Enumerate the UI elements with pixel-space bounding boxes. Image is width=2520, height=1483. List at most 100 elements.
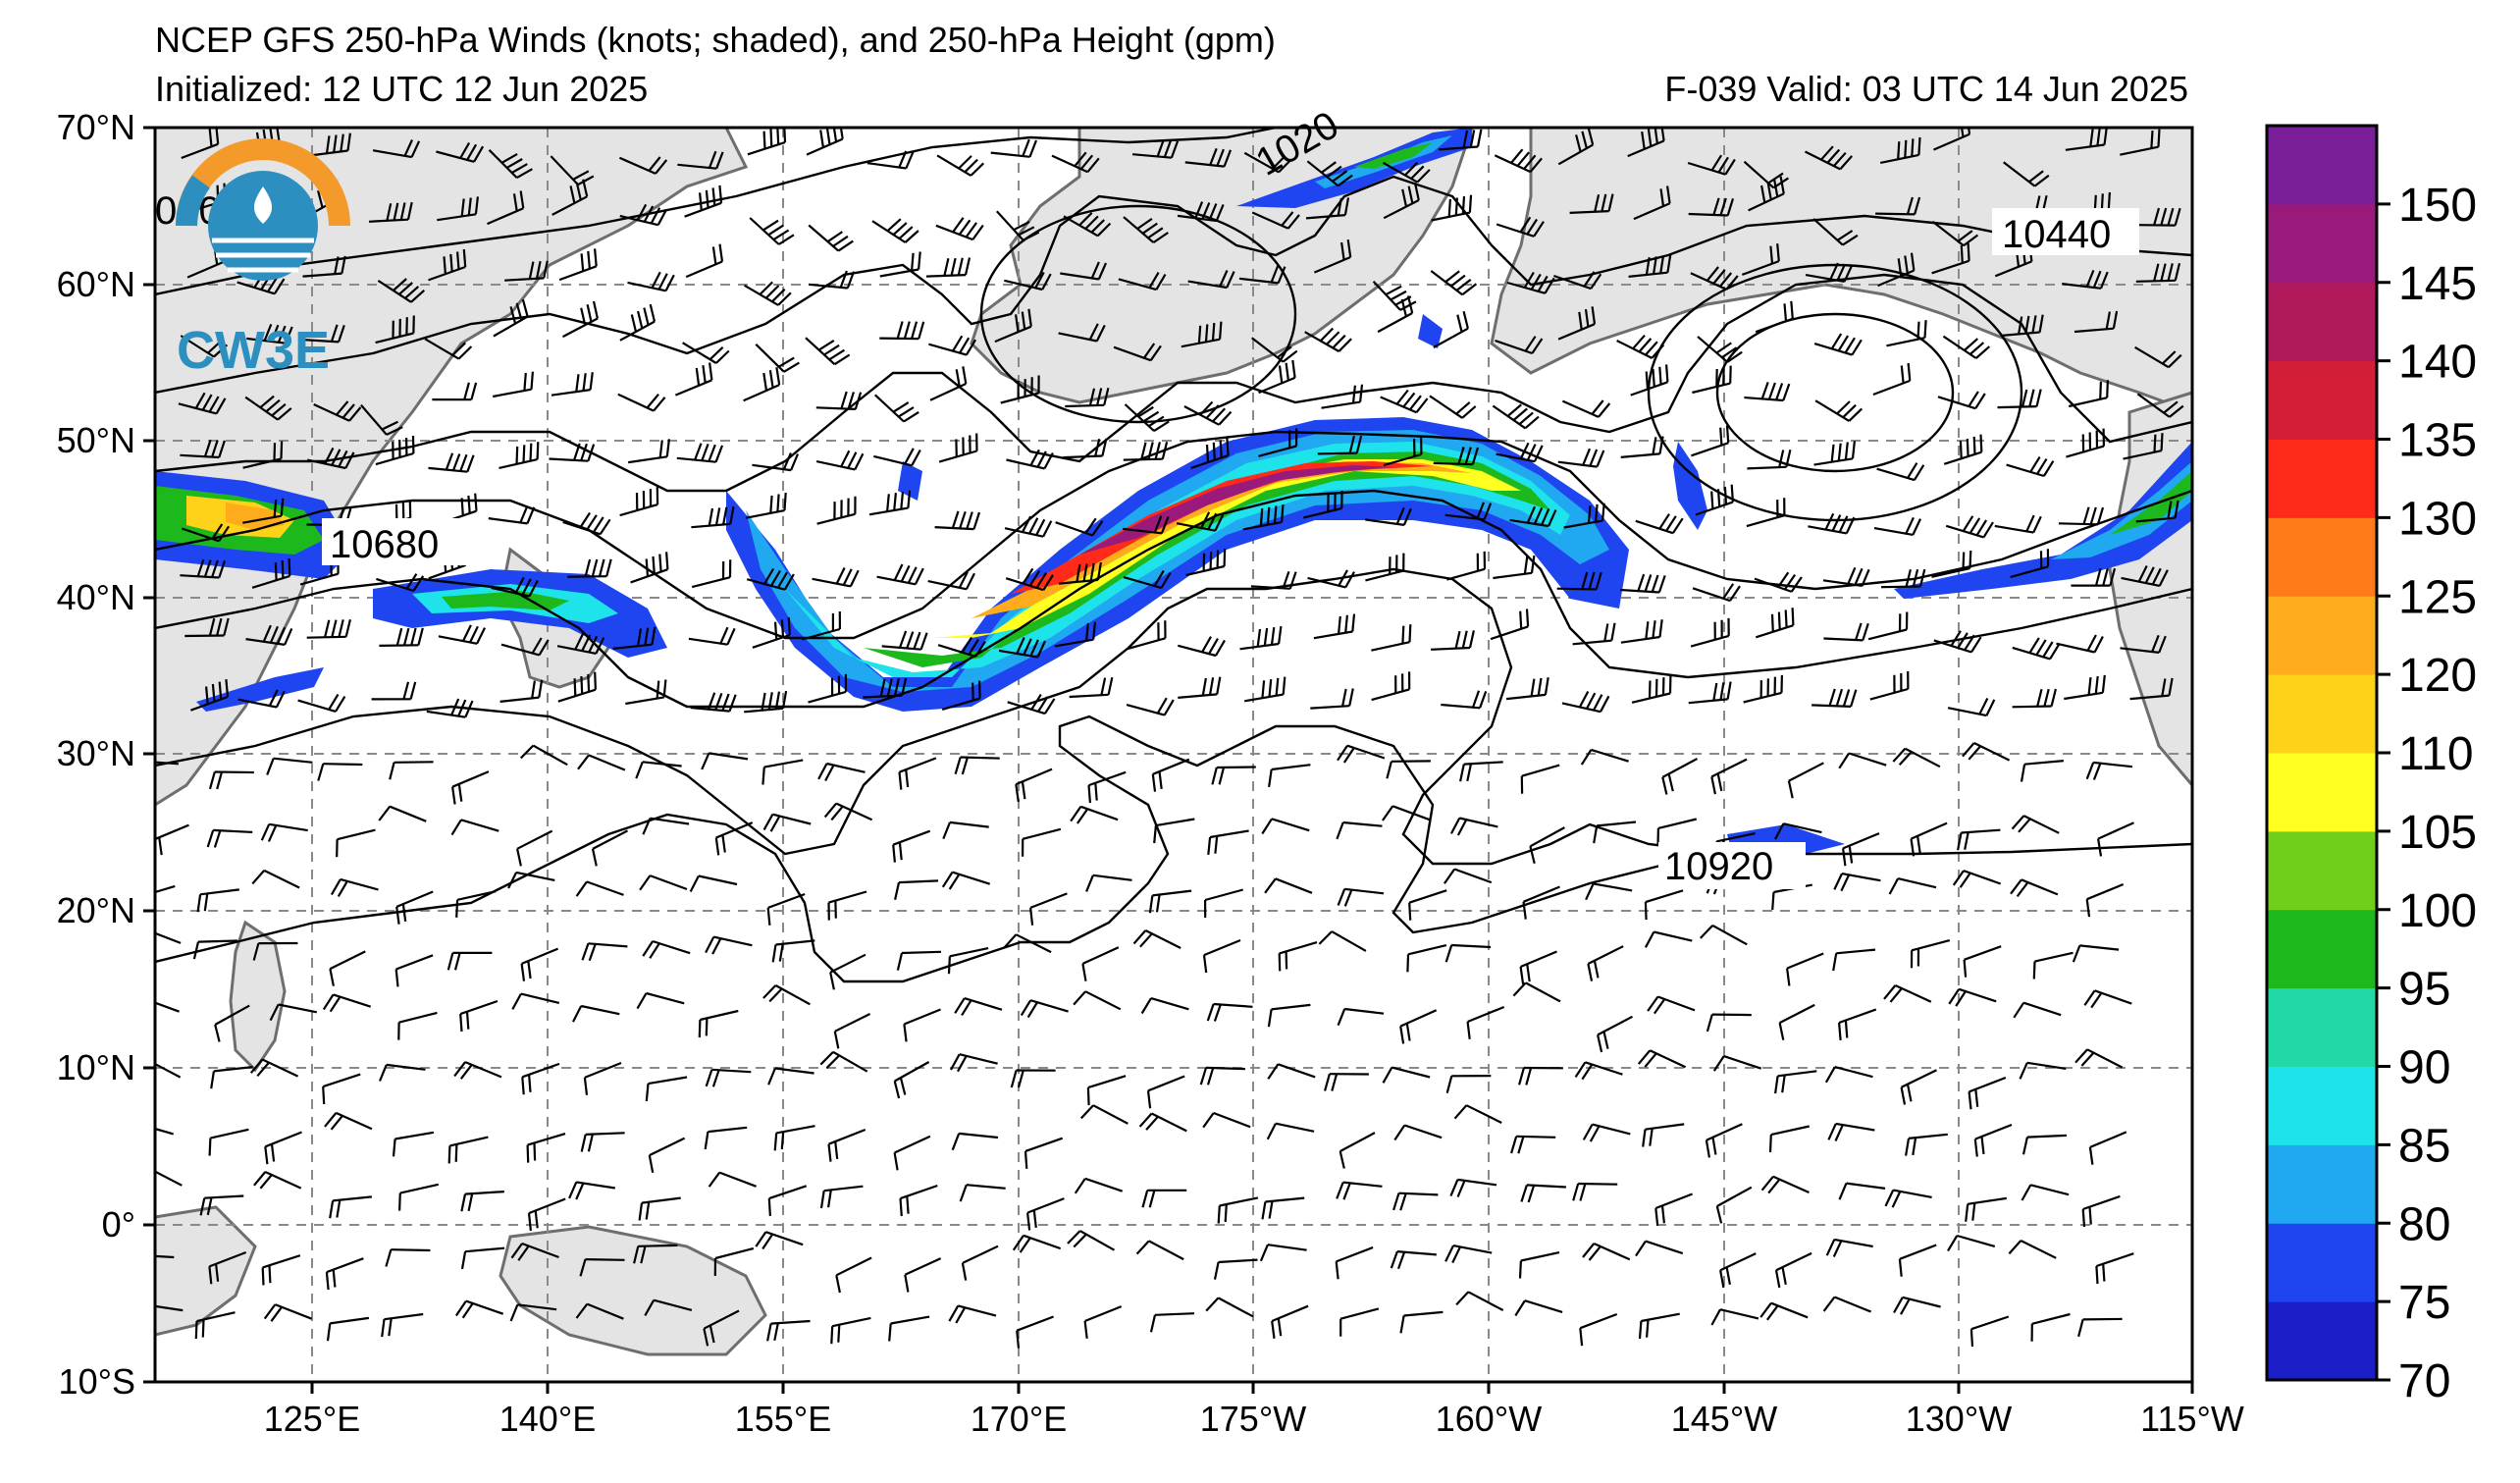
wind-barb (562, 511, 611, 536)
wind-barb (689, 874, 738, 893)
colorbar-ticks: 70 75 80 85 90 95 100 105 110 120 125 130 135 140 145 1… (2377, 180, 2477, 1407)
wind-barb (1392, 1192, 1439, 1211)
wind-barb (2120, 634, 2167, 654)
land-asia (155, 128, 749, 807)
wind-barb (313, 400, 362, 422)
wind-barb (1444, 943, 1492, 963)
wind-barb (551, 179, 589, 216)
wind-barb (1833, 873, 1881, 892)
wind-barb (619, 203, 668, 227)
wind-barb (1146, 1075, 1185, 1109)
wind-barb (302, 255, 346, 278)
wind-barb (1307, 569, 1355, 589)
colorbar-tick-label: 140 (2398, 337, 2477, 389)
wind-barb (1051, 151, 1100, 174)
wind-barb (253, 1170, 302, 1190)
wind-barb (446, 951, 493, 971)
wind-barb (1561, 690, 1610, 714)
wind-barb (954, 997, 1003, 1016)
wind-barb (628, 439, 670, 464)
wind-barb (1335, 1245, 1374, 1280)
wind-barb (507, 871, 555, 889)
lat-label: 70°N (57, 107, 135, 147)
wind-barb (329, 1195, 373, 1219)
wind-barb (1010, 1069, 1056, 1088)
colorbar: 70 75 80 85 90 95 100 105 110 120 125 130 135 140 145 1… (2265, 124, 2477, 1407)
wind-barb (1176, 511, 1225, 532)
wind-barb (815, 450, 865, 471)
wind-barb (1747, 449, 1792, 470)
wind-barb (744, 690, 788, 714)
wind-barb (299, 324, 345, 344)
wind-barb (1493, 555, 1536, 580)
wind-barb (2074, 310, 2119, 334)
wind-barb (1443, 868, 1493, 884)
wind-barb (1805, 262, 1854, 283)
wind-barb (1321, 384, 1364, 409)
wind-barb (260, 822, 308, 842)
wind-barb (639, 874, 688, 891)
wind-barb (802, 610, 842, 641)
wind-barb (2062, 269, 2109, 290)
wind-barb (676, 443, 724, 463)
wind-barb (1202, 1111, 1251, 1129)
jet-north-green (1354, 142, 1433, 169)
wind-barb (868, 490, 912, 516)
wind-barb (568, 1181, 615, 1200)
wind-barb (947, 947, 989, 975)
wind-barb (1695, 484, 1734, 516)
wind-barb (1642, 1123, 1685, 1147)
wind-barb (1574, 1061, 1623, 1081)
wind-barb (1429, 395, 1477, 419)
wind-barb (2012, 637, 2061, 661)
wind-barb (954, 756, 1000, 775)
wind-barb (1178, 636, 1226, 658)
colorbar-tick-label: 110 (2398, 728, 2474, 780)
land-philippines (229, 920, 287, 1073)
wind-barb (619, 303, 656, 342)
wind-barb (1557, 306, 1597, 341)
wind-barb (2058, 506, 2105, 526)
wind-barb (1630, 364, 1669, 397)
wind-barb (155, 761, 179, 766)
wind-barb (1692, 583, 1741, 603)
wind-barb (556, 633, 605, 655)
wind-barb (1055, 517, 1104, 537)
wind-barb (633, 1244, 678, 1264)
wind-barb (1337, 1007, 1385, 1027)
wind-barb (766, 892, 806, 926)
wind-barb (1058, 561, 1102, 585)
wind-barb (1433, 310, 1469, 348)
wind-barb (1872, 362, 1912, 397)
wind-barb (684, 185, 723, 218)
wind-barb (242, 441, 284, 469)
wind-barb (1688, 197, 1735, 217)
wind-barb (1505, 677, 1549, 701)
wind-barb (1203, 888, 1243, 919)
wind-barb (701, 752, 749, 770)
colorbar-swatch (2267, 596, 2377, 675)
wind-barb (762, 984, 811, 1006)
wind-barb (1083, 1305, 1123, 1339)
wind-barb (805, 337, 851, 366)
wind-barb (2013, 1001, 2062, 1019)
wind-barb (1638, 1312, 1680, 1340)
wind-barb (1371, 671, 1411, 702)
wind-barb (526, 1133, 566, 1163)
wind-barb (1774, 822, 1822, 840)
contour-line-1 (155, 128, 1277, 296)
wind-barb (1519, 950, 1557, 985)
wind-barb (1814, 399, 1864, 422)
wind-barb (1644, 889, 1684, 921)
wind-barb (1710, 758, 1748, 795)
wind-barb (2135, 207, 2181, 227)
wind-barb (1931, 220, 1979, 247)
droplet-icon (253, 186, 273, 224)
wind-barb (876, 563, 924, 586)
wind-barb (755, 1231, 804, 1250)
wind-barb (1556, 571, 1602, 591)
wind-barb (1206, 1002, 1253, 1022)
wind-barb (1258, 428, 1298, 457)
wind-barb (1259, 1244, 1307, 1262)
wind-barb (2072, 944, 2120, 963)
